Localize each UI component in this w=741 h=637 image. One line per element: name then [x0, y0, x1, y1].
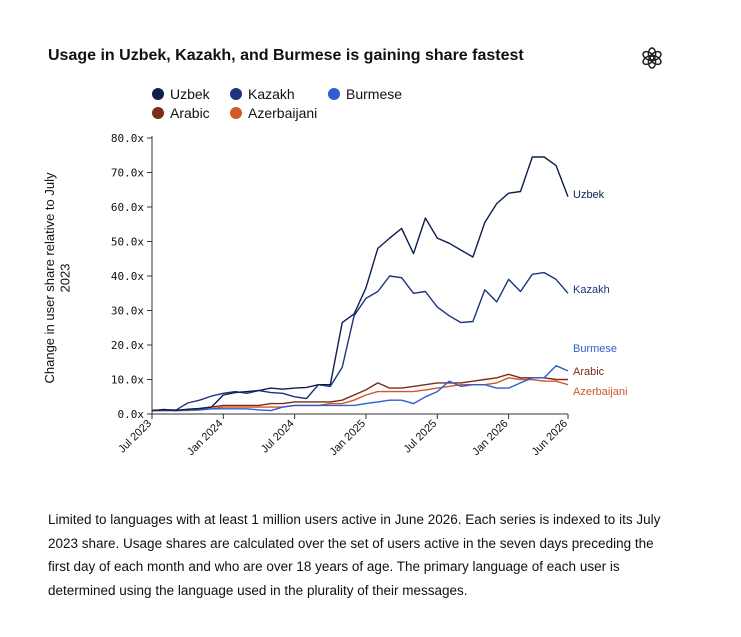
- series-label-burmese: Burmese: [573, 343, 617, 355]
- series-line-arabic: [151, 373, 568, 412]
- legend-label: Kazakh: [248, 86, 295, 102]
- series-line-uzbek: [151, 156, 569, 412]
- legend-dot-icon: [152, 107, 164, 119]
- series-label-kazakh: Kazakh: [573, 284, 610, 296]
- y-tick-label: 50.0x: [111, 236, 144, 249]
- y-tick-label: 20.0x: [111, 339, 144, 352]
- y-axis-title-line: Change in user share relative to July: [42, 172, 57, 384]
- series-line-kazakh: [151, 271, 569, 412]
- series-label-arabic: Arabic: [573, 366, 605, 378]
- legend-label: Azerbaijani: [248, 105, 318, 121]
- chart-title: Usage in Uzbek, Kazakh, and Burmese is g…: [48, 47, 524, 64]
- legend-item-azerbaijani: Azerbaijani: [230, 105, 317, 121]
- x-tick-label: Jul 2024: [259, 418, 297, 456]
- series-line-burmese: [152, 364, 569, 412]
- legend-item-uzbek: Uzbek: [152, 86, 210, 102]
- legend-dot-icon: [230, 88, 242, 100]
- x-tick-label: Jul 2025: [401, 418, 439, 456]
- y-tick-label: 70.0x: [111, 167, 144, 180]
- x-tick-label: Jun 2026: [530, 418, 570, 458]
- chart-legend: Uzbek Kazakh Burmese Arabic Azerbaijani: [152, 86, 452, 126]
- y-tick-label: 80.0x: [111, 132, 144, 145]
- series-label-azerbaijani: Azerbaijani: [573, 386, 627, 398]
- legend-label: Burmese: [346, 86, 403, 102]
- y-tick-label: 30.0x: [111, 305, 144, 318]
- chart-caption: Limited to languages with at least 1 mil…: [48, 512, 661, 598]
- legend-label: Arabic: [170, 105, 210, 121]
- series-line-azerbaijani: [152, 377, 569, 412]
- y-tick-label: 60.0x: [111, 201, 144, 214]
- legend-dot-icon: [328, 88, 340, 100]
- y-axis-title-line: 2023: [58, 264, 73, 293]
- legend-dot-icon: [230, 107, 242, 119]
- line-chart: 0.0x 10.0x 20.0x 30.0x 40.0x 50.0x 60.0x 70.0x 8…: [42, 132, 627, 458]
- legend-item-burmese: Burmese: [328, 86, 402, 102]
- legend-item-kazakh: Kazakh: [230, 86, 295, 102]
- y-tick-label: 40.0x: [111, 270, 144, 283]
- x-tick-label: Jan 2026: [470, 418, 510, 458]
- y-tick-label: 10.0x: [111, 374, 144, 387]
- legend-label: Uzbek: [170, 86, 210, 102]
- legend-item-arabic: Arabic: [152, 105, 210, 121]
- legend-dot-icon: [152, 88, 164, 100]
- y-axis-title: Change in user share relative to July202…: [42, 172, 73, 384]
- openai-logo-icon: [642, 47, 662, 69]
- x-tick-label: Jan 2024: [185, 418, 225, 458]
- y-tick-label: 0.0x: [118, 408, 145, 421]
- x-tick-label: Jan 2025: [328, 418, 368, 458]
- series-label-uzbek: Uzbek: [573, 189, 605, 201]
- x-tick-label: Jul 2023: [116, 418, 154, 456]
